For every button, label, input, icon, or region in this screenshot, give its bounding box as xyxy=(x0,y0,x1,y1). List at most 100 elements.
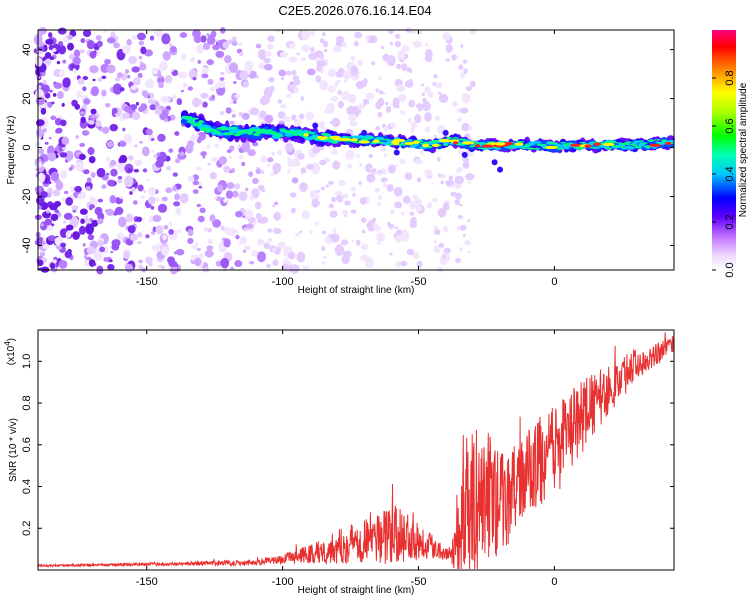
heatmap-hot-cell xyxy=(665,141,672,145)
heatmap-noise-cell xyxy=(287,161,293,168)
heatmap-band-cell xyxy=(483,147,493,150)
heatmap-hot-cell xyxy=(329,135,341,139)
heatmap-noise-cell xyxy=(192,189,199,194)
heatmap-noise-cell xyxy=(358,180,362,185)
heatmap-noise-cell xyxy=(224,227,232,235)
heatmap-noise-cell xyxy=(423,86,431,93)
heatmap-band-cell xyxy=(190,117,199,120)
heatmap-band-cell xyxy=(634,145,642,149)
heatmap-noise-cell xyxy=(279,51,288,58)
heatmap-noise-cell xyxy=(318,120,326,130)
heatmap-noise-cell xyxy=(362,98,370,105)
heatmap-noise-cell xyxy=(393,201,403,209)
heatmap-band-cell xyxy=(274,135,284,138)
heatmap-hot-cell xyxy=(318,136,326,141)
heatmap-noise-cell xyxy=(133,168,140,173)
heatmap-noise-cell xyxy=(467,180,471,185)
heatmap-noise-cell xyxy=(131,186,136,192)
heatmap-noise-cell xyxy=(154,197,160,202)
heatmap-noise-cell xyxy=(156,156,161,162)
heatmap-noise-cell xyxy=(280,77,285,81)
heatmap-noise-cell xyxy=(408,200,418,210)
heatmap-noise-cell xyxy=(443,247,451,254)
heatmap-hot-cell xyxy=(404,141,415,146)
heatmap-noise-cell xyxy=(356,59,364,67)
heatmap-noise-cell xyxy=(406,248,414,256)
heatmap-band-cell xyxy=(540,143,547,146)
heatmap-noise-cell xyxy=(300,96,305,101)
heatmap-noise-cell xyxy=(210,156,219,163)
heatmap-noise-cell xyxy=(459,203,463,207)
heatmap-noise-cell xyxy=(467,125,473,131)
heatmap-noise-cell xyxy=(213,196,218,200)
heatmap-noise-cell xyxy=(342,250,352,258)
spectrogram-x-tick-label: -150 xyxy=(136,276,158,288)
heatmap-noise-cell xyxy=(337,100,344,109)
heatmap-band-cell xyxy=(183,116,193,120)
heatmap-band-cell xyxy=(413,143,419,147)
heatmap-noise-cell xyxy=(117,216,127,228)
heatmap-noise-cell xyxy=(225,107,232,114)
heatmap-noise-cell xyxy=(377,195,383,200)
heatmap-noise-cell xyxy=(55,127,63,134)
heatmap-noise-cell xyxy=(342,193,349,200)
heatmap-noise-cell xyxy=(175,207,182,216)
heatmap-noise-cell xyxy=(187,228,194,237)
heatmap-noise-cell xyxy=(45,38,54,45)
heatmap-noise-cell xyxy=(60,242,66,248)
heatmap-noise-cell xyxy=(46,209,50,214)
heatmap-noise-cell xyxy=(314,221,319,226)
heatmap-noise-cell xyxy=(182,82,188,88)
heatmap-noise-cell xyxy=(50,171,60,182)
heatmap-noise-cell xyxy=(445,58,450,62)
snr-panel: -150 -100 -50 0 0.2 0.4 0.6 0.8 1.0 Height of s… xyxy=(3,329,675,596)
heatmap-noise-cell xyxy=(196,44,204,54)
heatmap-noise-cell xyxy=(335,70,344,78)
heatmap-noise-cell xyxy=(35,128,44,137)
heatmap-noise-cell xyxy=(400,211,405,216)
heatmap-noise-cell xyxy=(258,49,267,60)
heatmap-band-cell xyxy=(641,142,648,144)
heatmap-noise-cell xyxy=(245,187,249,192)
heatmap-noise-cell xyxy=(49,262,56,270)
heatmap-noise-cell xyxy=(420,83,425,87)
heatmap-band-cell xyxy=(624,141,632,144)
heatmap-noise-cell xyxy=(285,93,292,99)
heatmap-band-cell xyxy=(562,143,570,146)
heatmap-noise-cell xyxy=(201,73,209,79)
heatmap-noise-cell xyxy=(404,172,413,181)
heatmap-noise-cell xyxy=(131,34,138,41)
snr-y-tick-label: 0.6 xyxy=(21,437,33,452)
heatmap-noise-cell xyxy=(238,111,243,117)
heatmap-noise-cell xyxy=(267,35,275,43)
heatmap-noise-cell xyxy=(319,159,327,166)
heatmap-noise-cell xyxy=(200,151,207,157)
heatmap-noise-cell xyxy=(329,120,334,125)
heatmap-noise-cell xyxy=(187,86,194,91)
heatmap-noise-cell xyxy=(422,101,431,112)
heatmap-noise-cell xyxy=(469,80,476,88)
heatmap-noise-cell xyxy=(91,219,99,227)
heatmap-noise-cell xyxy=(241,161,246,167)
heatmap-noise-cell xyxy=(137,184,144,192)
heatmap-noise-cell xyxy=(119,87,125,92)
heatmap-noise-cell xyxy=(455,55,459,59)
spectrogram-x-tick-label: -100 xyxy=(272,276,294,288)
heatmap-noise-cell xyxy=(287,251,296,260)
heatmap-noise-cell xyxy=(225,190,234,199)
heatmap-noise-cell xyxy=(176,229,181,234)
heatmap-noise-cell xyxy=(84,217,90,225)
heatmap-hot-cell xyxy=(338,138,352,142)
heatmap-noise-cell xyxy=(280,103,287,109)
heatmap-noise-cell xyxy=(380,168,387,175)
heatmap-noise-cell xyxy=(333,160,339,166)
heatmap-band-cell xyxy=(494,147,501,150)
heatmap-noise-cell xyxy=(59,170,68,180)
heatmap-noise-cell xyxy=(345,149,355,160)
heatmap-noise-cell xyxy=(202,101,208,108)
heatmap-noise-cell xyxy=(376,202,381,207)
heatmap-noise-cell xyxy=(257,184,265,191)
heatmap-noise-cell xyxy=(233,81,237,85)
heatmap-noise-cell xyxy=(334,244,345,256)
